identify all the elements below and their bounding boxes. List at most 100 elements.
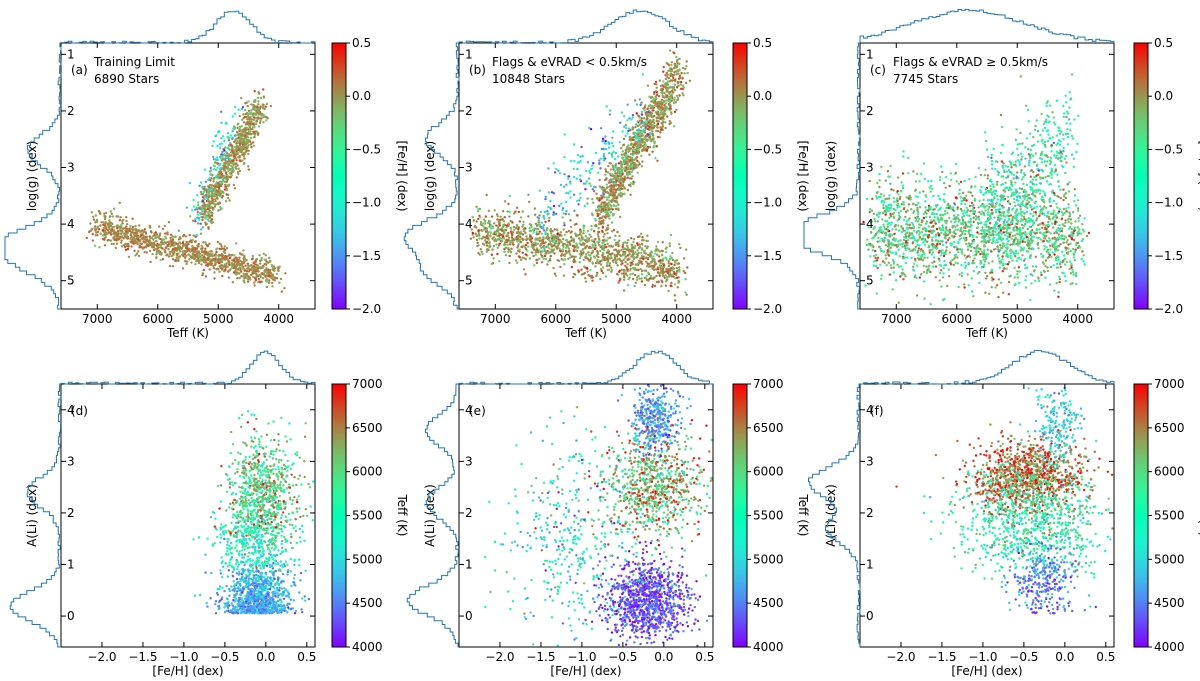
data-point (612, 174, 615, 177)
data-point (227, 276, 231, 279)
data-point (600, 269, 603, 273)
data-point (628, 257, 631, 261)
data-point (260, 256, 263, 260)
data-point (562, 212, 565, 215)
data-point (573, 209, 576, 212)
data-point (549, 229, 552, 232)
data-point (97, 228, 101, 231)
data-point (649, 139, 652, 142)
data-point (258, 273, 261, 276)
data-point (196, 210, 199, 214)
data-point (611, 136, 614, 139)
data-point (916, 195, 920, 198)
data-point (89, 229, 93, 232)
data-point (192, 234, 195, 237)
data-point (544, 232, 547, 236)
data-point (597, 223, 601, 226)
data-point (93, 244, 97, 247)
data-point (685, 293, 688, 296)
data-point (617, 208, 620, 212)
data-point (673, 283, 677, 286)
data-point (247, 152, 250, 156)
data-point (257, 100, 260, 103)
data-point (494, 238, 497, 241)
data-point (235, 272, 239, 276)
data-point (214, 263, 217, 267)
data-point (601, 207, 605, 211)
data-point (217, 254, 221, 258)
data-point (497, 220, 500, 223)
data-point (209, 219, 213, 223)
data-point (214, 158, 217, 161)
data-point (479, 216, 482, 219)
data-point (243, 157, 246, 160)
data-point (235, 159, 238, 162)
data-point (631, 175, 634, 178)
data-point (575, 222, 578, 226)
data-point (235, 259, 239, 263)
data-point (228, 136, 231, 139)
data-point (591, 279, 594, 282)
data-point (123, 233, 126, 237)
data-point (1024, 279, 1027, 282)
data-point (235, 148, 238, 151)
data-point (217, 209, 220, 212)
data-point (201, 209, 204, 212)
data-point (548, 216, 551, 219)
data-point (237, 167, 240, 170)
data-point (661, 95, 665, 99)
data-point (254, 278, 258, 281)
data-point (565, 191, 568, 195)
data-point (477, 229, 480, 232)
panel-annotation: Training Limit (93, 55, 175, 69)
data-point (608, 199, 611, 202)
data-point (243, 109, 247, 112)
data-point (253, 267, 256, 270)
data-point (149, 237, 152, 240)
data-point (476, 244, 479, 248)
data-point (987, 208, 990, 211)
data-point (535, 227, 538, 230)
data-point (617, 166, 621, 170)
data-point (652, 127, 655, 130)
data-point (613, 165, 616, 169)
data-point (587, 177, 591, 180)
data-point (611, 252, 614, 255)
data-point (552, 241, 555, 244)
data-point (535, 230, 538, 234)
data-point (872, 254, 876, 258)
data-point (498, 260, 501, 263)
data-point (223, 263, 226, 266)
data-point (565, 238, 569, 242)
data-point (602, 222, 605, 225)
data-point (614, 241, 618, 244)
data-point (485, 244, 489, 247)
data-point (262, 88, 265, 91)
data-point (513, 228, 516, 232)
data-point (234, 157, 237, 160)
data-point (680, 71, 683, 75)
data-point (660, 128, 663, 131)
data-point (259, 275, 262, 279)
x-tick-label: 4000 (661, 312, 692, 326)
data-point (201, 218, 204, 222)
data-point (600, 229, 604, 233)
data-point (489, 245, 492, 248)
data-point (476, 210, 480, 213)
data-point (158, 246, 161, 249)
data-point (529, 235, 532, 238)
data-point (509, 220, 512, 223)
data-point (629, 147, 632, 150)
data-point (628, 276, 631, 279)
data-point (267, 268, 271, 272)
data-point (632, 146, 635, 149)
data-point (622, 289, 626, 292)
data-point (892, 271, 895, 274)
data-point (213, 277, 216, 280)
data-point (115, 242, 119, 245)
data-point (651, 257, 654, 260)
data-point (602, 235, 605, 238)
data-point (149, 226, 152, 229)
data-point (646, 234, 649, 237)
